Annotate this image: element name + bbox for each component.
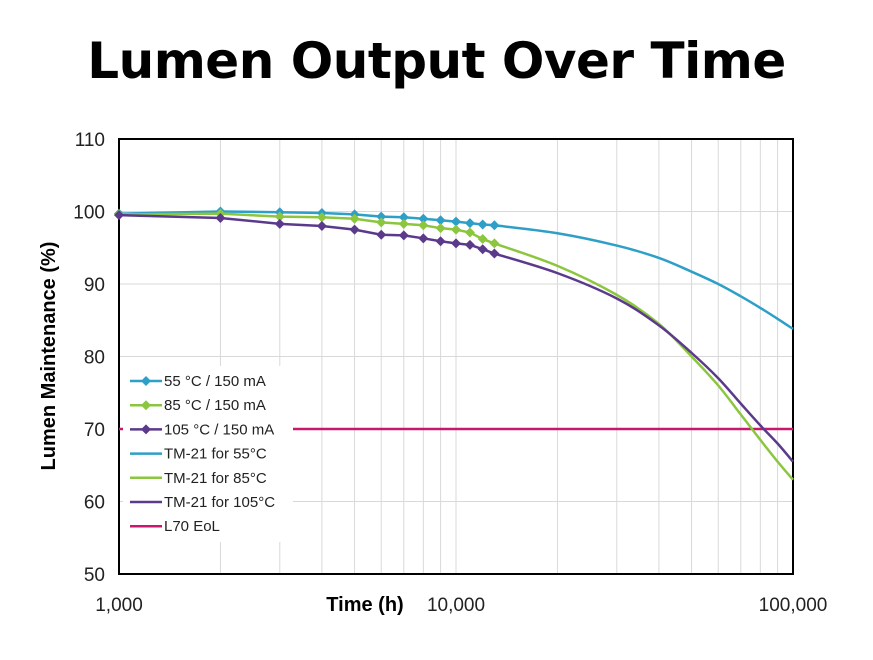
data-point-marker [489,238,500,249]
data-point-marker [418,213,429,224]
data-point-marker [477,219,488,230]
data-point-marker [215,213,226,224]
x-axis-label: Time (h) [326,594,403,616]
data-point-marker [489,248,500,259]
data-point-marker [489,220,500,231]
legend-marker [141,400,151,411]
y-tick-label: 50 [84,565,105,586]
data-point-marker [435,215,446,226]
data-point-marker [477,234,488,245]
data-point-marker [316,212,327,223]
data-point-marker [451,224,461,235]
data-point-marker [418,220,429,231]
series-line-3 [494,224,794,330]
data-point-marker [349,224,360,235]
legend-marker [141,424,151,435]
data-point-marker [114,210,124,221]
data-point-marker [451,238,461,249]
data-point-marker [464,218,475,229]
data-point-marker [398,212,409,223]
data-point-marker [316,221,327,231]
plot-frame [118,138,794,575]
x-tick-label: 100,000 [759,595,828,616]
data-point-marker [464,227,475,238]
legend-label: 105 °C / 150 mA [164,421,274,438]
x-tick-label: 1,000 [95,595,143,616]
data-point-marker [376,211,387,222]
y-tick-label: 90 [84,275,105,296]
y-tick-label: 70 [84,420,105,441]
data-point-marker [274,211,285,222]
data-point-marker [418,233,429,244]
y-tick-label: 60 [84,493,105,514]
legend-label: 85 °C / 150 mA [164,397,266,414]
data-point-marker [477,244,488,255]
data-point-marker [349,213,360,224]
legend-label: 55 °C / 150 mA [164,373,266,390]
legend-label: L70 EoL [164,518,220,535]
legend-label: TM-21 for 55°C [164,446,267,463]
data-point-marker [398,230,409,241]
data-point-marker [464,239,475,250]
legend-label: TM-21 for 85°C [164,470,267,487]
data-point-marker [435,236,446,247]
y-tick-label: 80 [84,348,105,369]
data-point-marker [435,223,446,234]
y-axis-label: Lumen Maintenance (%) [38,242,60,471]
legend-marker [141,376,151,386]
data-point-marker [451,216,461,227]
series-line-4 [493,242,794,481]
y-tick-label: 100 [73,203,105,224]
data-point-marker [398,218,409,229]
data-point-marker [274,218,285,229]
y-tick-label: 110 [75,130,105,151]
legend-label: TM-21 for 105°C [164,494,275,511]
chart-title: Lumen Output Over Time [87,32,786,90]
legend: 55 °C / 150 mA 85 °C / 150 mA 105 °C / 150… [123,366,293,542]
x-tick-label: 10,000 [427,595,485,616]
data-point-marker [376,217,387,228]
data-point-marker [376,229,387,240]
series-line-5 [494,252,794,463]
